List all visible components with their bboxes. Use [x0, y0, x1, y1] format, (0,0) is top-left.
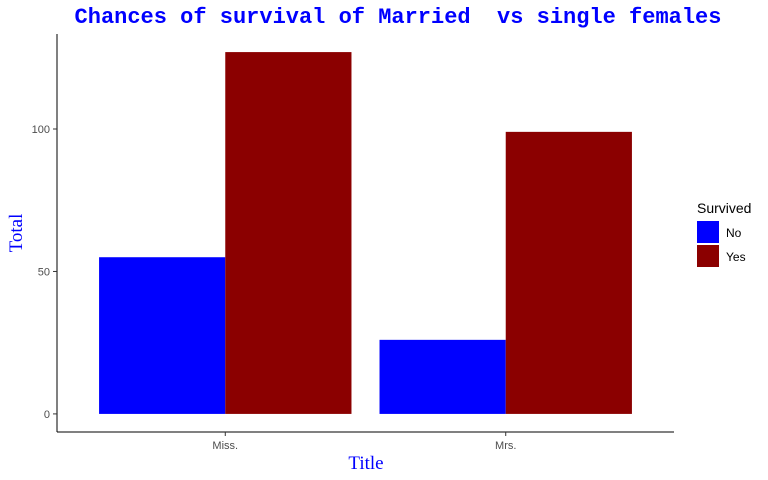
y-axis-title: Total [6, 214, 27, 253]
bar-yes-mrs [505, 131, 632, 414]
legend-title: Survived [697, 200, 751, 216]
x-tick-label: Mrs. [495, 440, 516, 452]
x-axis-title: Title [348, 453, 383, 474]
y-tick-label: 50 [38, 266, 50, 278]
legend-key-no [697, 221, 719, 243]
x-tick-label: Miss. [212, 440, 238, 452]
legend-label-yes: Yes [726, 250, 746, 264]
y-tick-label: 0 [44, 409, 50, 421]
plot-area [99, 52, 632, 414]
legend: Survived No Yes [697, 200, 751, 267]
y-axis-ticks: 0 50 100 [32, 124, 57, 421]
legend-label-no: No [726, 226, 742, 240]
chart-title: Chances of survival of Married vs single… [75, 5, 722, 30]
y-tick-label: 100 [32, 124, 50, 136]
legend-items: No Yes [697, 221, 746, 267]
bar-yes-miss [225, 52, 352, 414]
x-axis-ticks: Miss. Mrs. [212, 432, 516, 452]
legend-key-yes [697, 245, 719, 267]
bar-no-miss [99, 257, 226, 414]
bar-no-mrs [379, 339, 506, 414]
